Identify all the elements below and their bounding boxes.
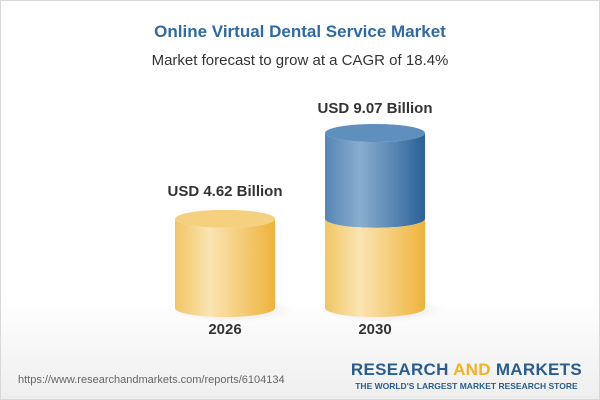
research-and-markets-logo: RESEARCH AND MARKETS THE WORLD'S LARGEST…	[350, 360, 582, 391]
x-tick-label-2030: 2030	[358, 321, 391, 338]
data-label-2030: USD 9.07 Billion	[317, 100, 432, 117]
bar-base-2030	[325, 218, 425, 317]
chart-title: Online Virtual Dental Service Market	[154, 22, 446, 41]
chart-subtitle: Market forecast to grow at a CAGR of 18.…	[151, 52, 449, 69]
bar-2026	[175, 218, 275, 317]
bar-growth-2030-top	[325, 124, 425, 142]
x-tick-label-2026: 2026	[208, 321, 241, 338]
data-label-2026: USD 4.62 Billion	[167, 183, 282, 200]
bar-growth-2030	[325, 133, 425, 228]
source-url[interactable]: https://www.researchandmarkets.com/repor…	[18, 374, 285, 386]
bar-2026-top	[175, 209, 275, 228]
